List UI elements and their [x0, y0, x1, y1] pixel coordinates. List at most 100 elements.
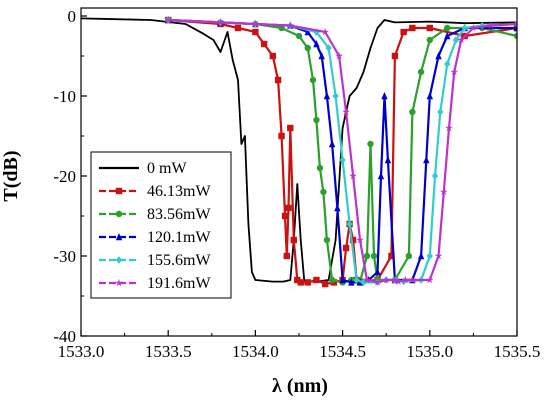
data-point — [252, 28, 259, 36]
data-point — [400, 28, 407, 36]
y-tick-label: -10 — [53, 87, 76, 106]
data-point — [469, 23, 478, 32]
data-point — [444, 24, 451, 32]
data-point — [425, 275, 434, 284]
data-point — [342, 107, 351, 116]
legend-item: 0 mW — [99, 160, 187, 177]
y-tick-label: -40 — [53, 327, 76, 346]
data-point — [461, 24, 468, 32]
data-point — [444, 60, 451, 68]
x-tick-label: 1534.5 — [319, 342, 366, 361]
legend-item: 83.56mW — [99, 206, 211, 223]
data-point — [323, 92, 331, 100]
data-point — [278, 132, 285, 140]
legend-item: 191.6mW — [99, 275, 211, 292]
data-point — [452, 36, 460, 44]
legend: 0 mW 46.13mW 83.56mW 120.1mW 155.6mW 191.6mW — [90, 151, 232, 299]
data-point — [316, 164, 324, 172]
data-point — [234, 24, 242, 32]
data-point — [388, 252, 395, 260]
data-point — [297, 279, 304, 286]
data-point — [285, 204, 292, 212]
legend-label: 0 mW — [147, 160, 187, 177]
data-point — [325, 44, 332, 52]
data-point — [321, 27, 330, 36]
data-point — [409, 24, 416, 32]
x-tick-label: 1533.5 — [145, 342, 192, 361]
data-point — [394, 277, 403, 285]
legend-label: 155.6mW — [147, 252, 211, 269]
data-point — [313, 40, 320, 48]
data-point — [445, 123, 453, 132]
data-point — [426, 36, 433, 44]
legend-marker — [115, 187, 123, 195]
data-point — [334, 204, 341, 212]
data-point — [356, 235, 364, 244]
data-point — [363, 275, 371, 284]
data-point — [251, 19, 260, 28]
data-point — [374, 268, 381, 276]
data-point — [363, 252, 371, 260]
data-point — [346, 220, 353, 228]
data-point — [423, 156, 430, 164]
legend-box — [90, 151, 232, 299]
data-point — [318, 52, 325, 60]
data-point — [321, 280, 329, 288]
data-point — [444, 32, 451, 40]
data-point — [313, 276, 320, 284]
data-point — [332, 92, 339, 100]
data-point — [339, 276, 346, 284]
data-point — [278, 24, 285, 32]
data-point — [349, 236, 357, 244]
legend-item: 120.1mW — [99, 229, 211, 246]
data-point — [283, 252, 290, 260]
data-point — [216, 18, 225, 26]
data-point — [405, 252, 413, 260]
legend-marker — [115, 233, 123, 241]
data-point — [426, 252, 433, 260]
data-point — [304, 44, 311, 52]
data-point — [304, 28, 311, 36]
data-point — [417, 68, 425, 76]
legend-label: 120.1mW — [147, 229, 211, 246]
data-point — [339, 156, 346, 164]
data-point — [274, 76, 282, 84]
legend-label: 191.6mW — [147, 275, 211, 292]
data-point — [417, 252, 425, 260]
data-point — [269, 52, 277, 60]
data-point — [295, 32, 303, 40]
data-point — [353, 276, 360, 284]
data-point — [434, 251, 443, 260]
data-point — [342, 244, 350, 252]
data-point — [287, 124, 294, 132]
legend-label: 46.13mW — [147, 183, 211, 200]
x-tick-label: 1533.0 — [58, 342, 105, 361]
x-axis-label: λ (nm) — [272, 375, 328, 397]
data-point — [439, 187, 448, 196]
data-point — [328, 140, 336, 148]
axes-layer: 1533.0 1533.5 1534.0 1534.5 1535.0 1535.5 0 -10… — [53, 7, 540, 361]
data-point — [435, 52, 442, 60]
data-point — [313, 116, 320, 124]
x-tick-label: 1535.5 — [494, 342, 541, 361]
data-point — [486, 21, 495, 29]
plot-layer — [81, 15, 517, 288]
data-point — [426, 92, 433, 100]
legend-item: 155.6mW — [99, 252, 211, 269]
data-point — [349, 171, 358, 180]
legend-marker — [115, 210, 123, 218]
data-point — [408, 275, 417, 284]
data-point — [377, 172, 385, 180]
data-point — [431, 172, 439, 180]
legend-label: 83.56mW — [147, 206, 211, 223]
data-point — [294, 276, 301, 284]
data-point — [309, 76, 317, 84]
data-point — [320, 188, 327, 196]
data-point — [381, 92, 388, 100]
data-point — [390, 275, 399, 284]
data-point — [286, 21, 295, 29]
data-point — [401, 275, 410, 284]
series-5 — [164, 15, 517, 286]
